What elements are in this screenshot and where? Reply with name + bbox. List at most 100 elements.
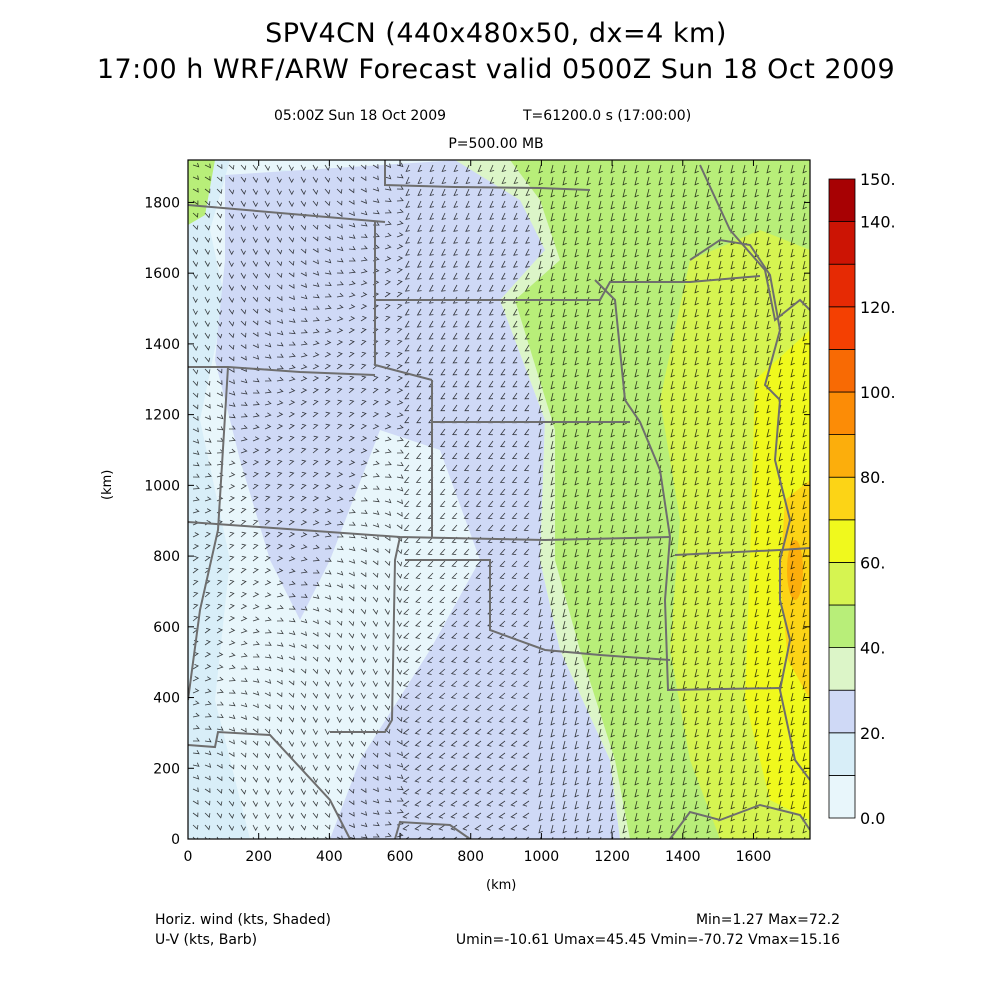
barb-field-label: U-V (kts, Barb)	[155, 932, 258, 948]
wind-barb	[240, 188, 247, 195]
wind-barb	[228, 296, 235, 303]
wind-barb	[416, 416, 422, 424]
wind-barb	[204, 308, 210, 316]
wind-barb	[498, 728, 506, 735]
wind-barb	[550, 548, 555, 558]
wind-barb	[372, 448, 380, 454]
wind-barb	[192, 272, 198, 280]
wind-barb	[360, 351, 367, 358]
wind-barb	[550, 272, 555, 282]
wind-barb	[562, 560, 567, 570]
y-tick-label: 1400	[144, 337, 180, 353]
wind-barb	[404, 344, 410, 352]
wind-barb	[802, 296, 807, 306]
wind-barb	[634, 692, 639, 702]
wind-barb	[427, 584, 434, 591]
wind-barb	[276, 296, 283, 302]
wind-barb	[476, 392, 482, 400]
wind-barb	[451, 524, 458, 531]
wind-barb	[252, 471, 259, 478]
wind-barb	[403, 500, 410, 507]
wind-barb	[360, 680, 366, 688]
wind-barb	[428, 320, 434, 328]
wind-barb	[754, 500, 759, 510]
wind-barb	[336, 351, 343, 358]
wind-barb	[586, 224, 591, 234]
border-ky-tn	[674, 547, 810, 556]
wind-barb	[348, 764, 355, 771]
wind-barb	[360, 210, 368, 216]
wind-barb	[264, 272, 271, 279]
wind-barb	[396, 388, 404, 394]
wind-barb	[522, 788, 530, 795]
wind-barb	[706, 188, 711, 198]
wind-barb	[682, 644, 687, 654]
wind-barb	[766, 584, 771, 594]
wind-barb	[252, 555, 259, 562]
wind-barb	[622, 200, 627, 210]
wind-barb	[706, 656, 711, 666]
wind-barb	[562, 524, 567, 534]
wind-barb	[396, 751, 403, 757]
wind-barb	[682, 464, 687, 474]
wind-barb	[658, 296, 663, 306]
wind-barb	[610, 236, 615, 246]
wind-barb	[384, 716, 391, 723]
wind-barb	[252, 703, 259, 709]
wind-barb	[488, 380, 494, 388]
wind-barb	[360, 632, 367, 639]
wind-barb	[646, 572, 651, 582]
wind-barb	[439, 596, 446, 603]
wind-barb	[706, 284, 711, 294]
wind-barb	[646, 452, 651, 462]
wind-barb	[718, 320, 723, 330]
wind-barb	[513, 224, 518, 232]
wind-barb	[228, 176, 235, 183]
wind-barb	[228, 591, 235, 598]
wind-barb	[452, 284, 458, 292]
wind-barb	[348, 387, 355, 394]
wind-barb	[312, 704, 319, 711]
wind-barb	[372, 424, 380, 430]
wind-barb	[586, 584, 591, 594]
wind-barb	[240, 448, 248, 454]
colorbar-label: 120.	[860, 298, 896, 317]
wind-barb	[324, 595, 332, 600]
wind-barb	[288, 605, 296, 610]
wind-barb	[610, 212, 615, 222]
wind-barb	[500, 332, 506, 340]
wind-barb	[742, 692, 747, 702]
speed-band-60-70	[745, 330, 810, 820]
wind-barb	[414, 764, 422, 771]
wind-barb	[682, 200, 687, 210]
wind-barb	[538, 464, 543, 474]
wind-barb	[634, 200, 639, 210]
wind-barb	[550, 332, 555, 342]
wind-barb	[462, 764, 470, 771]
wind-barb	[192, 579, 199, 586]
wind-barb	[404, 320, 410, 328]
wind-barb	[622, 512, 627, 522]
wind-barb	[360, 644, 366, 652]
wind-barb	[538, 176, 543, 186]
wind-barb	[574, 332, 579, 342]
wind-barb	[240, 260, 246, 268]
wind-barb	[682, 296, 687, 306]
wind-barb	[300, 411, 307, 418]
wind-barb	[228, 603, 235, 610]
wind-barb	[501, 224, 506, 232]
wind-barb	[216, 426, 224, 431]
wind-barb	[216, 713, 224, 718]
wind-barb	[228, 248, 234, 256]
wind-barb	[550, 716, 555, 726]
wind-barb	[586, 548, 591, 558]
wind-barb	[646, 560, 651, 570]
wind-barb	[216, 751, 224, 757]
wind-barb	[414, 728, 422, 735]
wind-barb	[706, 236, 711, 246]
wind-barb	[300, 692, 307, 699]
wind-barb	[766, 524, 771, 534]
wind-barb	[441, 176, 447, 184]
wind-barb	[264, 412, 272, 418]
wind-barb	[452, 392, 458, 400]
